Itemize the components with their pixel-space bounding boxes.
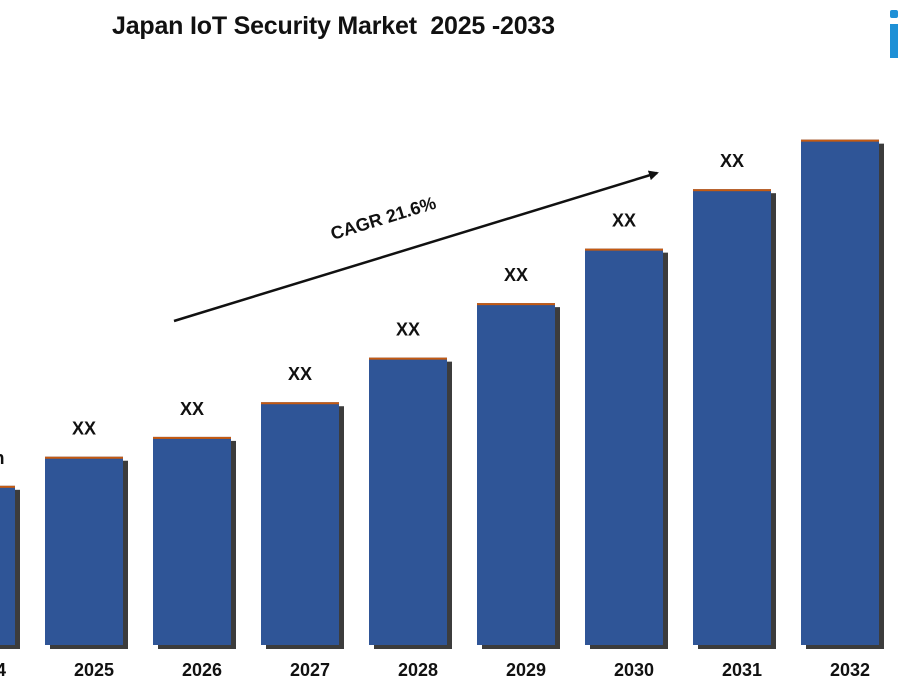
x-tick-label: 2028 bbox=[398, 660, 438, 680]
bar-top-edge bbox=[369, 357, 447, 360]
bar-data-label: Million bbox=[0, 448, 5, 468]
x-tick-label: 2029 bbox=[506, 660, 546, 680]
bar-2029 bbox=[477, 303, 555, 645]
x-tick-label: 2025 bbox=[74, 660, 114, 680]
bar-data-label: XX bbox=[612, 211, 636, 231]
bar-top-edge bbox=[153, 436, 231, 439]
x-tick-label: 2031 bbox=[722, 660, 762, 680]
bar-2026 bbox=[153, 436, 231, 645]
x-tick-label: 2030 bbox=[614, 660, 654, 680]
bar-top-edge bbox=[585, 248, 663, 251]
brand-logo-icon bbox=[888, 4, 900, 66]
data-labels-layer: 321.3MillionXXXXXXXXXXXXXX bbox=[0, 151, 744, 468]
bar-data-label: XX bbox=[180, 399, 204, 419]
bar-data-label: XX bbox=[72, 419, 96, 439]
bar-top-edge bbox=[801, 139, 879, 142]
cagr-arrow bbox=[173, 170, 659, 323]
bar-top-edge bbox=[0, 485, 15, 488]
x-tick-label: 2024 bbox=[0, 660, 6, 680]
bar-2028 bbox=[369, 357, 447, 645]
bars-layer bbox=[0, 139, 884, 650]
bar-2024 bbox=[0, 485, 15, 645]
bar-top-edge bbox=[477, 303, 555, 306]
bar-2030 bbox=[585, 248, 663, 646]
bar-2027 bbox=[261, 402, 339, 645]
bar-2032 bbox=[801, 139, 879, 646]
x-tick-label: 2032 bbox=[830, 660, 870, 680]
bar-top-edge bbox=[45, 456, 123, 459]
bar-data-label: XX bbox=[288, 364, 312, 384]
bar-2025 bbox=[45, 456, 123, 645]
x-tick-label: 2026 bbox=[182, 660, 222, 680]
bar-top-edge bbox=[261, 402, 339, 405]
chart-title: Japan IoT Security Market 2025 -2033 bbox=[112, 12, 555, 40]
x-tick-label: 2027 bbox=[290, 660, 330, 680]
bar-data-label: XX bbox=[720, 151, 744, 171]
bar-data-label: XX bbox=[504, 265, 528, 285]
bar-top-edge bbox=[693, 189, 771, 192]
bar-2031 bbox=[693, 189, 771, 645]
cagr-annotation: CAGR 21.6% bbox=[328, 193, 438, 244]
bar-data-label: XX bbox=[396, 320, 420, 340]
x-axis-ticks: 2024 2025 2026 2027 2028 2029 2030 2031 2032 bbox=[0, 660, 870, 680]
